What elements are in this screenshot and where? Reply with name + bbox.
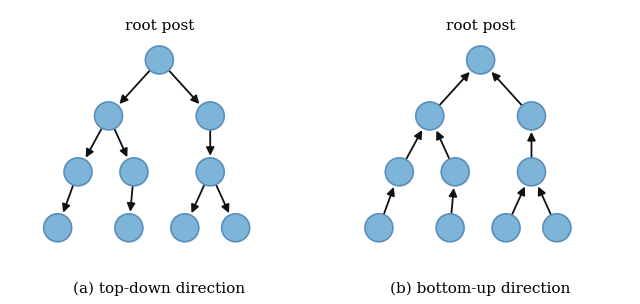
Circle shape <box>436 214 464 242</box>
Circle shape <box>120 158 148 186</box>
Text: root post: root post <box>446 19 515 33</box>
Circle shape <box>115 214 143 242</box>
Circle shape <box>518 158 545 186</box>
Circle shape <box>518 102 545 130</box>
Circle shape <box>196 102 224 130</box>
Circle shape <box>385 158 413 186</box>
Circle shape <box>467 46 495 74</box>
Circle shape <box>171 214 199 242</box>
Circle shape <box>416 102 444 130</box>
Circle shape <box>64 158 92 186</box>
Circle shape <box>196 158 224 186</box>
Text: (b) bottom-up direction: (b) bottom-up direction <box>390 281 571 295</box>
Circle shape <box>95 102 122 130</box>
Circle shape <box>145 46 173 74</box>
Text: root post: root post <box>125 19 194 33</box>
Circle shape <box>492 214 520 242</box>
Circle shape <box>221 214 250 242</box>
Circle shape <box>365 214 393 242</box>
Circle shape <box>44 214 72 242</box>
Text: (a) top-down direction: (a) top-down direction <box>74 281 245 295</box>
Circle shape <box>543 214 571 242</box>
Circle shape <box>441 158 469 186</box>
